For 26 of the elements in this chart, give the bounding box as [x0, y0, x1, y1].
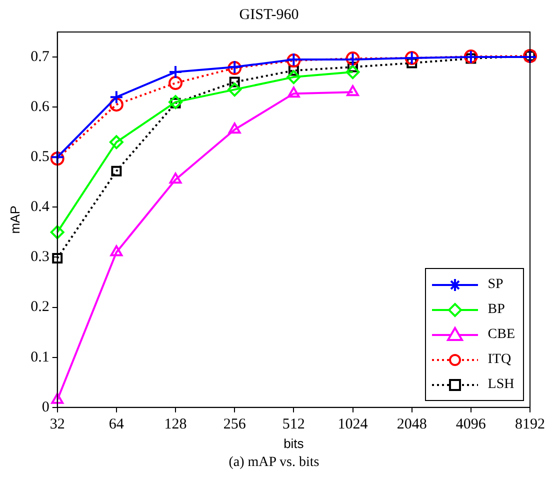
- legend-label: SP: [488, 276, 504, 293]
- x-axis-title: bits: [284, 436, 304, 451]
- x-tick-label: 128: [164, 416, 187, 432]
- chart-title: GIST-960: [239, 6, 299, 23]
- y-axis-title: mAP: [7, 206, 22, 234]
- legend-label: LSH: [488, 376, 514, 393]
- x-tick-label: 512: [282, 416, 305, 432]
- x-tick-label: 4096: [456, 416, 486, 432]
- y-tick-label: 0.1: [30, 349, 50, 366]
- x-tick-label: 1024: [338, 416, 368, 432]
- y-tick-label: 0.6: [30, 99, 50, 116]
- y-tick-label: 0.4: [30, 199, 50, 216]
- y-tick-label: 0.7: [30, 48, 50, 65]
- x-tick-label: 32: [50, 416, 65, 432]
- x-tick-label: 64: [108, 416, 124, 432]
- legend-label: ITQ: [488, 352, 512, 368]
- x-tick-label: 2048: [396, 416, 427, 432]
- y-tick-label: 0: [42, 399, 50, 416]
- legend-label: CBE: [488, 326, 515, 343]
- y-tick-label: 0.5: [30, 149, 50, 166]
- x-tick-label: 8192: [515, 416, 545, 432]
- y-tick-label: 0.3: [30, 249, 50, 266]
- y-tick-label: 0.2: [30, 299, 50, 316]
- legend-label: BP: [488, 302, 505, 318]
- text: (a) mAP vs. bits: [228, 455, 320, 471]
- x-tick-label: 256: [223, 416, 246, 432]
